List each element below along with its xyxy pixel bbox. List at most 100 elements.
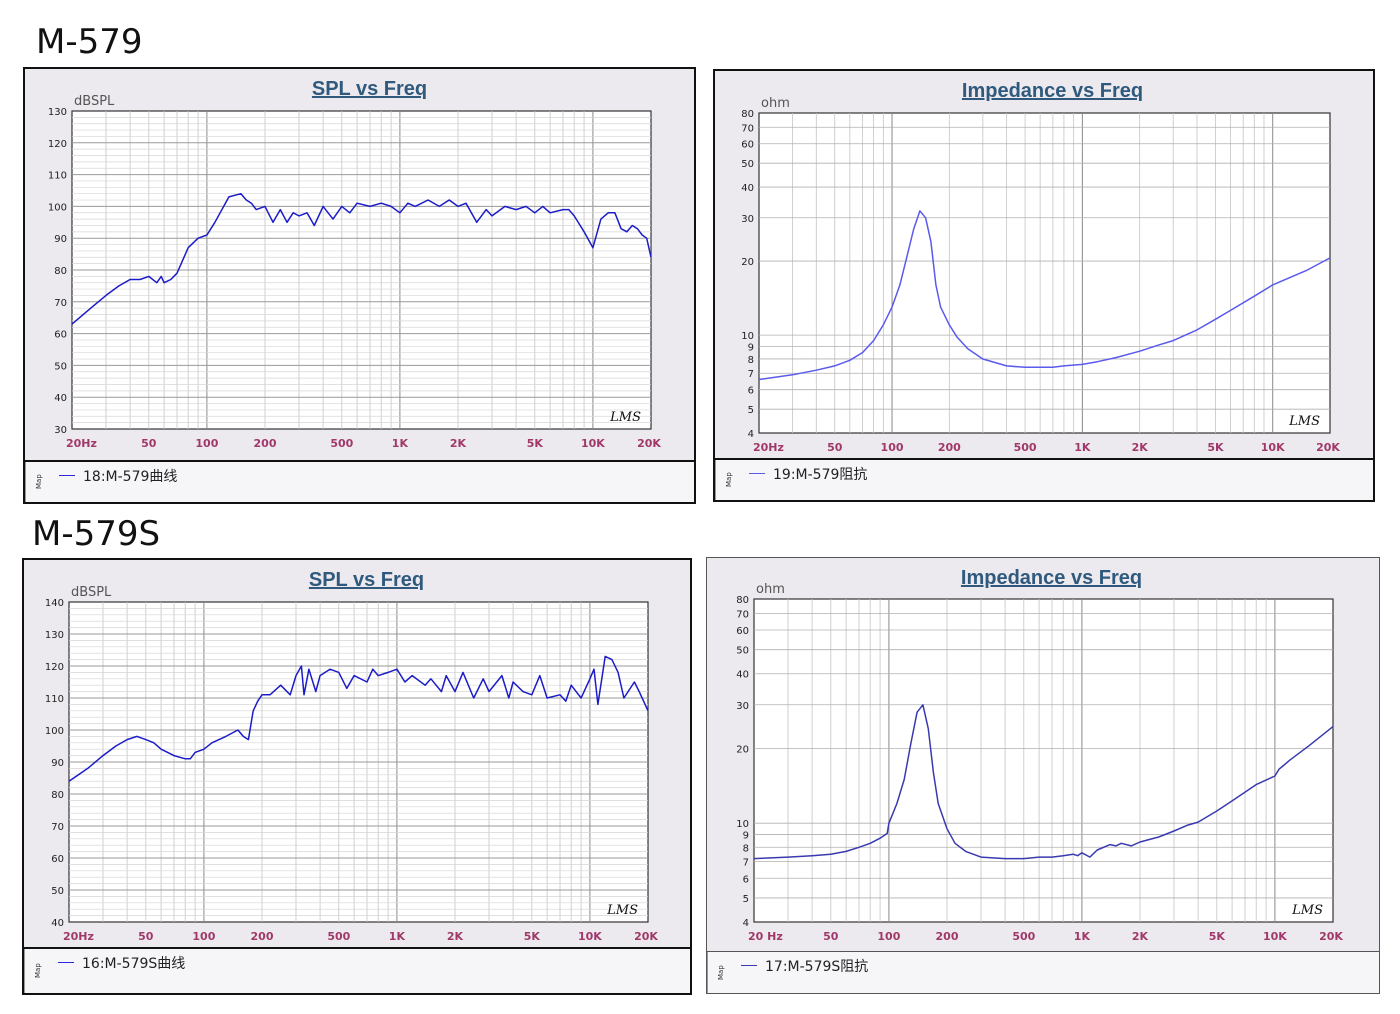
y-tick-label: 90 xyxy=(51,758,64,769)
y-tick-label: 80 xyxy=(54,266,67,277)
x-tick-label: 5K xyxy=(1207,441,1224,454)
y-tick-label: 30 xyxy=(741,214,754,225)
x-tick-label: 5K xyxy=(527,437,544,450)
x-tick-label: 10K xyxy=(578,930,602,943)
legend-label: 18:M-579曲线 xyxy=(83,469,178,485)
series-line xyxy=(753,704,1334,860)
x-tick-label: 100 xyxy=(877,930,900,943)
grid xyxy=(72,111,651,429)
y-tick-label: 60 xyxy=(51,854,64,865)
x-tick-label: 500 xyxy=(330,437,353,450)
x-tick-label: 50 xyxy=(138,930,154,943)
x-tick-label: 50 xyxy=(141,437,157,450)
legend-bar: Map 17:M-579S阻抗 xyxy=(707,951,1379,993)
y-tick-label: 100 xyxy=(45,726,64,737)
x-tick-label: 1K xyxy=(1074,930,1091,943)
y-tick-label: 80 xyxy=(736,595,749,606)
y-tick-label: 90 xyxy=(54,234,67,245)
y-tick-label: 110 xyxy=(48,171,67,182)
x-tick-label: 2K xyxy=(1132,930,1149,943)
x-tick-label: 20Hz xyxy=(66,437,97,450)
y-tick-label: 20 xyxy=(741,257,754,268)
y-tick-label: 60 xyxy=(54,330,67,341)
x-tick-label: 1K xyxy=(1074,441,1091,454)
series-line xyxy=(71,192,652,325)
plot-area xyxy=(753,598,1334,923)
y-tick-label: 70 xyxy=(54,298,67,309)
x-tick-label: 5K xyxy=(524,930,541,943)
x-tick-label: 200 xyxy=(938,441,961,454)
chart-panel-spl-m579s: SPL vs Freq dBSPL 40 50 60 70 80 90 100 110 120 130… xyxy=(22,558,692,995)
lms-watermark: LMS xyxy=(1288,414,1320,429)
legend-bar: Map 19:M-579阻抗 xyxy=(715,458,1373,500)
legend-swatch xyxy=(59,475,75,476)
y-tick-label: 50 xyxy=(51,886,64,897)
chart-title: SPL vs Freq xyxy=(312,78,427,100)
map-label: Map xyxy=(24,949,51,993)
x-tick-label: 100 xyxy=(881,441,904,454)
y-tick-label: 50 xyxy=(54,361,67,372)
grid xyxy=(69,602,648,922)
x-tick-label: 200 xyxy=(254,437,277,450)
x-tick-label: 2K xyxy=(1132,441,1149,454)
y-tick-label: 5 xyxy=(748,405,754,416)
y-tick-label: 4 xyxy=(748,429,754,440)
y-tick-label: 8 xyxy=(743,843,749,854)
x-tick-label: 500 xyxy=(327,930,350,943)
map-label: Map xyxy=(715,460,742,500)
y-tick-label: 7 xyxy=(743,858,749,869)
lms-watermark: LMS xyxy=(1291,903,1323,918)
y-tick-label: 8 xyxy=(748,355,754,366)
chart-title: Impedance vs Freq xyxy=(961,567,1142,589)
y-tick-label: 20 xyxy=(736,744,749,755)
legend-bar: Map 18:M-579曲线 xyxy=(25,460,694,502)
y-tick-label: 5 xyxy=(743,894,749,905)
y-tick-label: 9 xyxy=(743,831,749,842)
y-tick-label: 50 xyxy=(741,159,754,170)
x-tick-label: 10K xyxy=(1263,930,1287,943)
x-tick-label: 20K xyxy=(1316,441,1340,454)
x-tick-label: 20Hz xyxy=(753,441,784,454)
y-tick-label: 60 xyxy=(736,626,749,637)
impedance-chart-m579: Impedance vs Freq ohm 4 5 6 7 8 910 20 30 40 50 60 70… xyxy=(741,80,1340,454)
y-tick-label: 100 xyxy=(48,202,67,213)
y-tick-label: 40 xyxy=(54,393,67,404)
x-tick-label: 20K xyxy=(637,437,661,450)
y-tick-label: 10 xyxy=(736,819,749,830)
chart-panel-spl-m579: SPL vs Freq dBSPL 30 40 50 60 70 80 90 100 110 120 1… xyxy=(23,67,696,504)
y-tick-label: 7 xyxy=(748,369,754,380)
y-axis-label: dBSPL xyxy=(74,94,115,109)
map-label: Map xyxy=(25,462,52,502)
y-tick-label: 80 xyxy=(741,109,754,120)
spl-chart-m579s: SPL vs Freq dBSPL 40 50 60 70 80 90 100 110 120 130… xyxy=(45,569,658,943)
y-tick-label: 70 xyxy=(736,609,749,620)
chart-title: SPL vs Freq xyxy=(309,569,424,591)
x-tick-label: 20Hz xyxy=(63,930,94,943)
x-tick-label: 500 xyxy=(1014,441,1037,454)
y-tick-label: 80 xyxy=(51,790,64,801)
y-tick-label: 110 xyxy=(45,694,64,705)
y-tick-label: 60 xyxy=(741,140,754,151)
y-tick-label: 10 xyxy=(741,331,754,342)
x-tick-label: 2K xyxy=(450,437,467,450)
x-tick-label: 2K xyxy=(447,930,464,943)
y-tick-label: 130 xyxy=(48,107,67,118)
x-tick-label: 10K xyxy=(1261,441,1285,454)
x-tick-label: 50 xyxy=(823,930,839,943)
x-tick-label: 200 xyxy=(251,930,274,943)
y-tick-label: 130 xyxy=(45,630,64,641)
y-tick-label: 30 xyxy=(54,425,67,436)
legend-label: 19:M-579阻抗 xyxy=(773,467,868,483)
y-tick-label: 4 xyxy=(743,918,749,929)
chart-panel-impedance-m579: Impedance vs Freq ohm 4 5 6 7 8 9 10 20 30 40 50 60 70… xyxy=(713,69,1375,502)
y-tick-label: 50 xyxy=(736,646,749,657)
y-axis-label: ohm xyxy=(761,96,790,111)
y-tick-label: 70 xyxy=(51,822,64,833)
legend-swatch xyxy=(749,473,765,474)
y-tick-label: 6 xyxy=(748,386,754,397)
x-tick-label: 5K xyxy=(1209,930,1226,943)
y-tick-label: 40 xyxy=(741,183,754,194)
y-tick-label: 6 xyxy=(743,874,749,885)
legend-bar: Map 16:M-579S曲线 xyxy=(24,947,690,993)
